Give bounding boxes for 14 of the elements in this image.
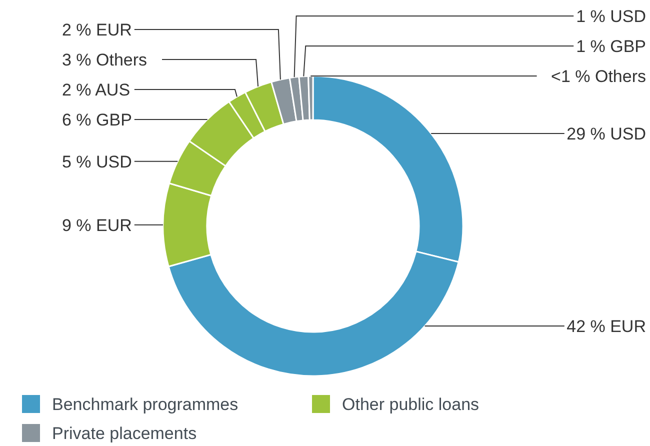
slice-label: 29 % USD (566, 124, 646, 144)
slice-label: 1 % USD (576, 6, 646, 26)
text: Private placements (52, 424, 197, 443)
slice-label: 9 % EUR (62, 216, 132, 235)
slice-label: 3 % Others (62, 50, 148, 70)
slice-label: 6 % GBP (62, 110, 132, 130)
slice-label: 5 % USD (62, 152, 132, 172)
slice-label: 2 % AUS (62, 80, 130, 100)
slice-label: 1 % GBP (576, 36, 646, 56)
text: Benchmark programmes (52, 394, 238, 414)
slice-label: 42 % EUR (566, 316, 646, 336)
text: Other public loans (342, 394, 480, 414)
slice-label: <1 % Others (551, 66, 646, 86)
slice-label: 2 % EUR (62, 20, 132, 40)
